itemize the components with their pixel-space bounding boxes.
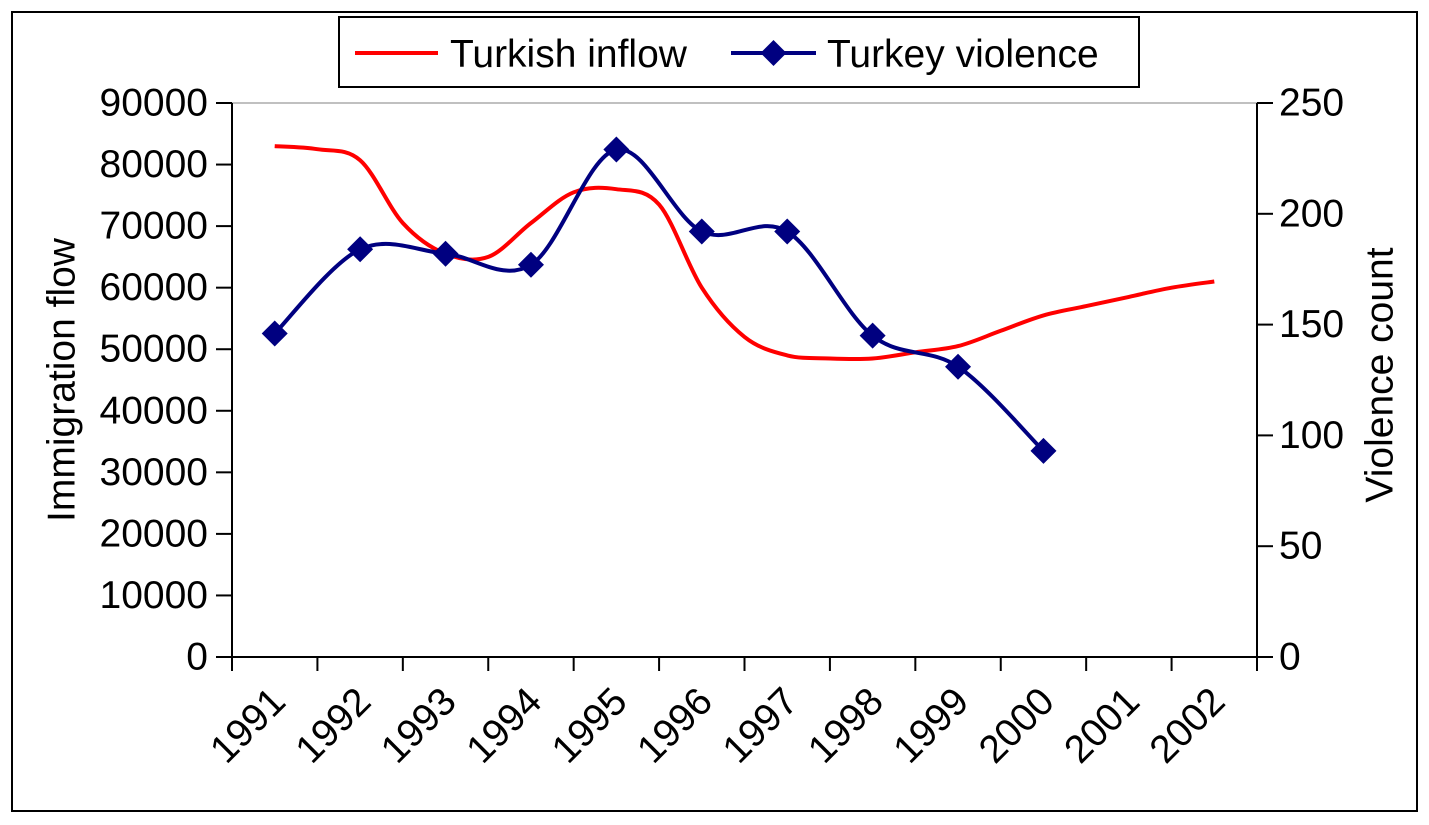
data-point-turkey-violence [688, 218, 715, 245]
left-tick-label: 20000 [100, 512, 208, 555]
legend-label-turkish-inflow: Turkish inflow [450, 33, 688, 76]
right-axis-title: Violence count [1358, 247, 1401, 502]
left-tick-label: 50000 [100, 328, 208, 371]
left-tick-label: 70000 [100, 205, 208, 248]
legend-marker-turkey-violence [760, 40, 787, 66]
data-point-turkey-violence [261, 320, 288, 347]
left-tick-label: 30000 [100, 451, 208, 494]
series-line-turkey-violence [273, 147, 1045, 453]
right-tick-label: 0 [1279, 636, 1301, 679]
left-tick-label: 10000 [100, 574, 208, 617]
left-tick-label: 60000 [100, 266, 208, 309]
left-axis-title: Immigration flow [40, 237, 83, 522]
right-tick-label: 50 [1279, 525, 1322, 568]
legend-label-turkey-violence: Turkey violence [827, 33, 1099, 76]
left-y-axis: 0 10000 20000 30000 40000 50000 60000 70000 8000… [100, 82, 233, 679]
legend: Turkish inflow Turkey violence [338, 16, 1140, 88]
data-point-turkey-violence [945, 353, 972, 380]
right-y-axis: 0 50 100 150 200 250 [1256, 82, 1344, 679]
data-point-turkey-violence [1030, 437, 1057, 464]
data-point-turkey-violence [432, 240, 459, 267]
series-line-turkish-inflow [274, 144, 1215, 362]
left-tick-label: 80000 [100, 143, 208, 186]
right-tick-label: 150 [1279, 303, 1344, 346]
legend-box [338, 16, 1140, 88]
chart-frame [11, 11, 1418, 812]
left-tick-label: 40000 [100, 389, 208, 432]
data-point-turkey-violence [347, 236, 374, 263]
data-point-turkey-violence [603, 136, 630, 163]
right-tick-label: 200 [1279, 192, 1344, 235]
left-tick-label: 90000 [100, 82, 208, 125]
series-layer [261, 136, 1215, 464]
data-point-turkey-violence [517, 251, 544, 278]
data-point-turkey-violence [774, 218, 801, 245]
data-point-turkey-violence [859, 322, 886, 349]
left-tick-label: 0 [186, 636, 208, 679]
right-tick-label: 100 [1279, 414, 1344, 457]
right-tick-label: 250 [1279, 82, 1344, 125]
